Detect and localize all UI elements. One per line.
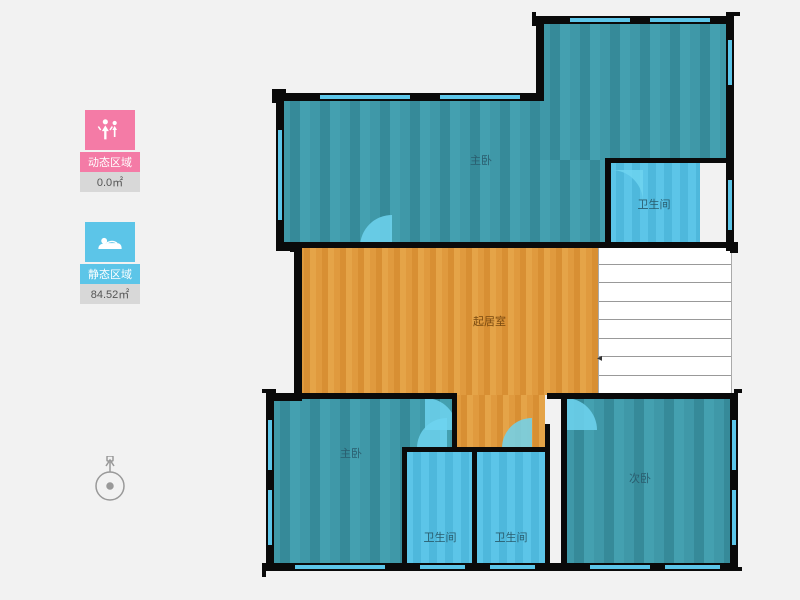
window [570, 17, 630, 23]
door-arc-icon [565, 398, 597, 430]
window [490, 564, 535, 570]
room-master1-label: 主卧 [470, 152, 492, 168]
compass-icon [90, 456, 130, 506]
door-arc-icon [417, 418, 447, 448]
window [320, 94, 410, 100]
legend-dynamic-label: 动态区域 [80, 152, 140, 172]
stair-arrow-icon: ◂ [597, 353, 602, 364]
legend-panel: 动态区域 0.0㎡ 静态区域 84.52㎡ [80, 110, 140, 334]
window [267, 420, 273, 470]
window [440, 94, 520, 100]
room-bath3-label: 卫生间 [495, 529, 528, 545]
window [277, 130, 283, 220]
window [665, 564, 720, 570]
window [731, 420, 737, 470]
legend-dynamic-value: 0.0㎡ [80, 172, 140, 192]
legend-static-label: 静态区域 [80, 264, 140, 284]
people-icon [85, 110, 135, 150]
legend-dynamic: 动态区域 0.0㎡ [80, 110, 140, 192]
window [267, 490, 273, 545]
room-master2-label: 主卧 [340, 445, 362, 461]
window [731, 490, 737, 545]
window [650, 17, 710, 23]
room-bath2-label: 卫生间 [424, 529, 457, 545]
sleep-icon [85, 222, 135, 262]
legend-static: 静态区域 84.52㎡ [80, 222, 140, 304]
room-living: 起居室 [298, 245, 598, 395]
window [590, 564, 650, 570]
room-living-label: 起居室 [473, 313, 506, 329]
window [420, 564, 465, 570]
floorplan: 主卧 卫生间 起居室 主卧 卫生间 卫生间 次卧 [270, 20, 740, 575]
door-arc-icon [502, 418, 532, 448]
room-master1-fill2 [540, 97, 726, 160]
legend-static-value: 84.52㎡ [80, 284, 140, 304]
room-master1-ext [540, 20, 726, 102]
window [295, 564, 385, 570]
door-arc-icon [608, 170, 643, 205]
window [727, 40, 733, 85]
stairs: ◂ [598, 245, 732, 395]
window [727, 180, 733, 230]
room-master2-ext [270, 523, 405, 565]
room-bath3: 卫生间 [475, 450, 547, 565]
room-second-label: 次卧 [629, 470, 651, 486]
room-bath2: 卫生间 [405, 450, 475, 565]
